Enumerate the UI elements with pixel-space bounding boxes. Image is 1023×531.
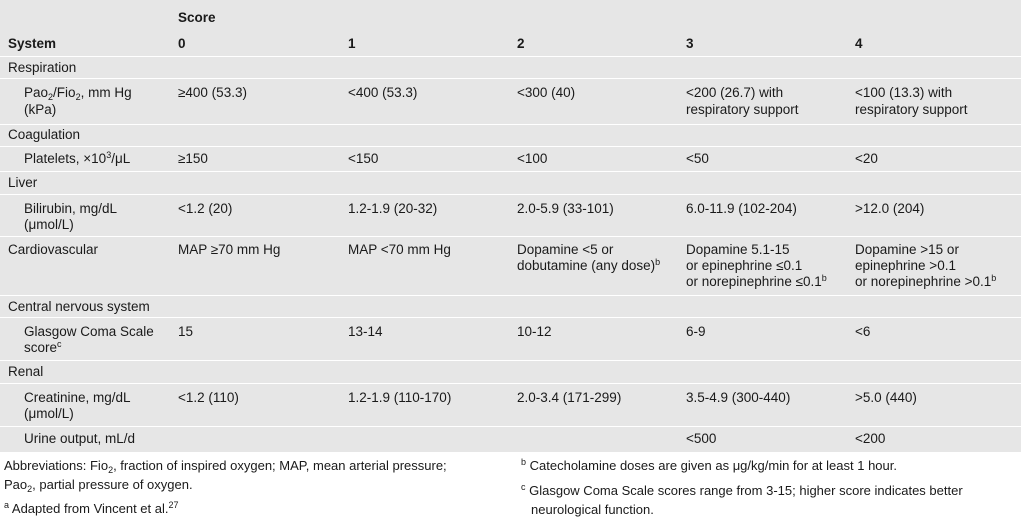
cell-score-0: MAP ≥70 mm Hg (178, 242, 281, 257)
table-row-creatinine: Creatinine, mg/dL (μmol/L) <1.2 (110) 1.… (0, 384, 1021, 427)
table-row-gcs: Glasgow Coma Scale scorec 15 13-14 10-12… (0, 318, 1021, 361)
cell-score-4-cont: epinephrine >0.1 (855, 258, 956, 273)
cell-score-0: <1.2 (20) (178, 201, 233, 216)
cell-score-4: >12.0 (204) (855, 201, 925, 216)
cell-score-4: >5.0 (440) (855, 390, 917, 405)
section-renal: Renal (0, 361, 1021, 384)
cell-score-1: 13-14 (348, 324, 383, 339)
cell-score-2: 2.0-3.4 (171-299) (517, 390, 622, 405)
cell-score-3: <50 (686, 151, 709, 166)
score-header: Score (178, 10, 216, 25)
cell-score-3-cont: or epinephrine ≤0.1 (686, 258, 803, 273)
section-respiration: Respiration (0, 57, 1021, 79)
footnote-c-cont: neurological function. (531, 502, 654, 517)
cell-score-4: <200 (855, 431, 886, 446)
row-label: Cardiovascular (8, 242, 99, 257)
footnote-abbreviations-cont: Pao2, partial pressure of oxygen. (4, 477, 193, 494)
row-label: Bilirubin, mg/dL (24, 201, 118, 216)
cell-score-4-cont2: or norepinephrine >0.1b (855, 273, 997, 290)
row-label: Platelets, ×103/μL (24, 150, 131, 167)
cell-score-2: <300 (40) (517, 85, 576, 100)
cell-score-2: 10-12 (517, 324, 552, 339)
section-label: Renal (8, 364, 44, 379)
cell-score-3: 6-9 (686, 324, 706, 339)
section-cns: Central nervous system (0, 296, 1021, 318)
section-label: Liver (8, 175, 38, 190)
row-label: Glasgow Coma Scale (24, 324, 154, 339)
row-label-unit: (kPa) (24, 102, 57, 117)
table-row-pao2: Pao2/Fio2, mm Hg (kPa) ≥400 (53.3) <400 … (0, 79, 1021, 125)
row-label: Urine output, mL/d (24, 431, 136, 446)
cell-score-3: 6.0-11.9 (102-204) (686, 201, 797, 216)
cell-score-3: <200 (26.7) with (686, 85, 784, 100)
score-col-3: 3 (686, 36, 694, 51)
table-row-urine: Urine output, mL/d <500 <200 (0, 427, 1021, 452)
cell-score-3-cont: respiratory support (686, 102, 799, 117)
footnote-b: b Catecholamine doses are given as μg/kg… (521, 457, 897, 474)
cell-score-1: <400 (53.3) (348, 85, 418, 100)
row-label-unit: (μmol/L) (24, 217, 74, 232)
cell-score-1: <150 (348, 151, 379, 166)
cell-score-0: 15 (178, 324, 194, 339)
score-col-4: 4 (855, 36, 863, 51)
footnote-a: a Adapted from Vincent et al.27 (4, 500, 179, 517)
cell-score-0: ≥400 (53.3) (178, 85, 247, 100)
cell-score-1: 1.2-1.9 (20-32) (348, 201, 438, 216)
section-label: Central nervous system (8, 299, 150, 314)
cell-score-4: <6 (855, 324, 871, 339)
section-label: Coagulation (8, 127, 81, 142)
cell-score-4-cont: respiratory support (855, 102, 968, 117)
row-label-cont: scorec (24, 339, 62, 356)
cell-score-1: 1.2-1.9 (110-170) (348, 390, 452, 405)
score-col-2: 2 (517, 36, 525, 51)
score-col-1: 1 (348, 36, 356, 51)
section-coagulation: Coagulation (0, 125, 1021, 147)
cell-score-2: Dopamine <5 or (517, 242, 614, 257)
cell-score-0: ≥150 (178, 151, 208, 166)
cell-score-3: <500 (686, 431, 717, 446)
row-label: Pao2/Fio2, mm Hg (24, 85, 132, 102)
section-label: Respiration (8, 60, 77, 75)
row-label-unit: (μmol/L) (24, 406, 74, 421)
cell-score-3: 3.5-4.9 (300-440) (686, 390, 791, 405)
score-col-0: 0 (178, 36, 186, 51)
table-row-cardiovascular: Cardiovascular MAP ≥70 mm Hg MAP <70 mm … (0, 237, 1021, 296)
cell-score-0: <1.2 (110) (178, 390, 239, 405)
table-row-bilirubin: Bilirubin, mg/dL (μmol/L) <1.2 (20) 1.2-… (0, 195, 1021, 237)
cell-score-2: 2.0-5.9 (33-101) (517, 201, 614, 216)
table-row-platelets: Platelets, ×103/μL ≥150 <150 <100 <50 <2… (0, 147, 1021, 172)
table-header: Score System 0 1 2 3 4 (0, 0, 1021, 57)
cell-score-4: <100 (13.3) with (855, 85, 953, 100)
cell-score-2: <100 (517, 151, 548, 166)
footnote-abbreviations: Abbreviations: Fio2, fraction of inspire… (4, 458, 447, 475)
row-label: Creatinine, mg/dL (24, 390, 131, 405)
sofa-table: Score System 0 1 2 3 4 Respiration Pao2/… (0, 0, 1021, 452)
section-liver: Liver (0, 172, 1021, 195)
system-header: System (8, 36, 57, 51)
cell-score-3-cont2: or norepinephrine ≤0.1b (686, 273, 827, 290)
cell-score-1: MAP <70 mm Hg (348, 242, 451, 257)
cell-score-2-cont: dobutamine (any dose)b (517, 257, 661, 274)
cell-score-4: Dopamine >15 or (855, 242, 959, 257)
footnote-c: c Glasgow Coma Scale scores range from 3… (521, 482, 963, 499)
cell-score-4: <20 (855, 151, 878, 166)
cell-score-3: Dopamine 5.1-15 (686, 242, 790, 257)
